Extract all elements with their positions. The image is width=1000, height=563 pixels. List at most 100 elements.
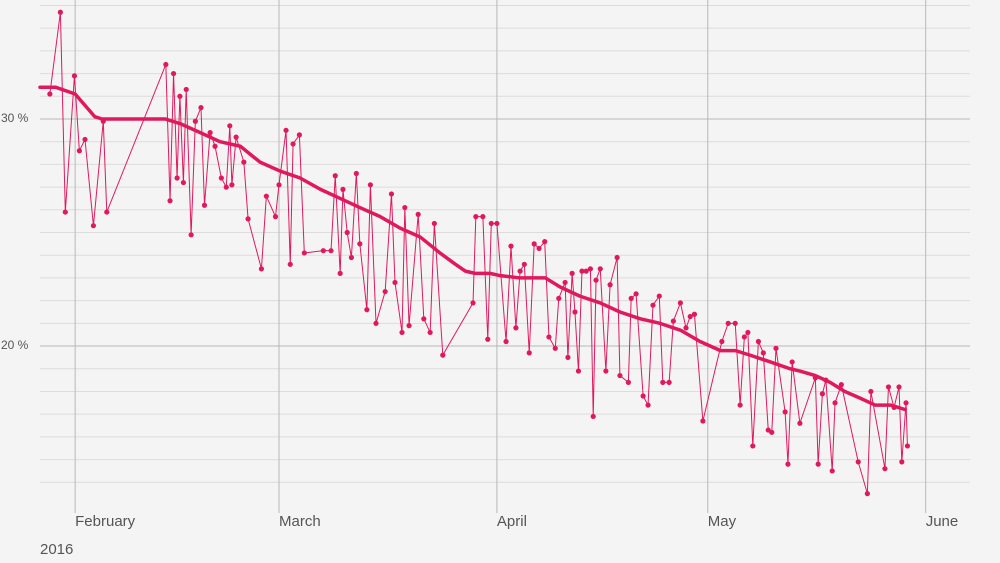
data-point <box>603 368 609 374</box>
data-point <box>276 182 282 188</box>
data-point <box>904 443 911 449</box>
data-point <box>645 402 651 408</box>
data-point <box>587 266 594 272</box>
data-point <box>864 491 870 497</box>
data-point <box>745 329 751 336</box>
data-point <box>819 391 825 397</box>
data-point <box>290 141 296 147</box>
data-point <box>364 307 370 313</box>
data-point <box>882 466 888 472</box>
data-point <box>332 173 338 179</box>
data-point <box>296 132 302 138</box>
data-point <box>660 379 666 385</box>
data-point <box>896 384 902 390</box>
data-point <box>382 288 388 295</box>
data-point <box>579 268 585 274</box>
data-point <box>868 388 874 395</box>
data-point <box>542 239 548 245</box>
data-point <box>546 334 552 340</box>
x-tick-label: February <box>75 513 136 530</box>
data-point <box>344 229 350 236</box>
data-line <box>38 85 908 412</box>
data-point <box>47 91 53 97</box>
data-point <box>556 295 562 301</box>
data-point <box>301 250 307 256</box>
data-point <box>782 409 788 415</box>
data-point <box>287 261 293 267</box>
data-point <box>177 93 183 99</box>
data-point <box>167 198 173 204</box>
data-point <box>683 325 689 331</box>
data-point <box>526 350 532 356</box>
data-point <box>700 418 706 424</box>
data-point <box>677 300 683 306</box>
data-point <box>750 443 756 449</box>
data-point <box>503 338 509 345</box>
data-line <box>49 11 908 495</box>
data-point <box>415 211 421 217</box>
data-point <box>57 9 63 15</box>
data-point <box>258 266 265 272</box>
data-point <box>485 336 491 342</box>
data-point <box>494 220 500 227</box>
data-point <box>283 127 289 133</box>
data-point <box>406 323 412 329</box>
data-point <box>569 270 575 276</box>
data-point <box>263 193 269 199</box>
data-point <box>229 182 235 188</box>
data-point <box>583 268 589 274</box>
data-point <box>218 175 224 181</box>
data-point <box>198 105 204 111</box>
data-point <box>899 459 905 465</box>
year-label: 2016 <box>40 541 73 558</box>
data-point <box>666 379 672 385</box>
data-point <box>241 159 247 165</box>
data-point <box>104 209 110 215</box>
data-point <box>82 136 88 143</box>
data-point <box>593 277 599 283</box>
data-point <box>427 329 433 336</box>
data-point <box>431 220 437 227</box>
data-point <box>760 350 766 356</box>
data-point <box>388 191 395 197</box>
data-point <box>90 223 97 229</box>
data-point <box>340 186 346 192</box>
data-point <box>192 118 198 124</box>
data-point <box>575 368 582 374</box>
data-point <box>440 352 446 358</box>
data-point <box>480 214 486 220</box>
data-point <box>789 359 795 365</box>
data-point <box>207 130 213 136</box>
data-point <box>71 73 78 79</box>
data-point <box>201 202 208 208</box>
data-point <box>903 400 909 406</box>
x-tick-label: May <box>708 513 737 530</box>
data-point <box>628 295 634 301</box>
data-point <box>508 243 514 249</box>
data-point <box>607 282 613 288</box>
data-point <box>399 329 405 336</box>
data-point <box>272 214 279 220</box>
data-point <box>392 279 398 286</box>
data-point <box>732 320 738 326</box>
data-point <box>531 241 537 247</box>
data-point <box>785 461 791 467</box>
data-point <box>552 345 558 351</box>
data-point <box>815 461 821 467</box>
x-tick-label: June <box>926 513 959 530</box>
data-point <box>76 148 82 154</box>
data-point <box>373 320 379 326</box>
data-point <box>614 254 620 261</box>
data-point <box>517 268 523 274</box>
data-point <box>357 241 363 247</box>
data-point <box>367 182 373 188</box>
data-point <box>421 316 427 322</box>
data-point <box>885 384 892 390</box>
data-point <box>725 320 731 326</box>
data-point <box>691 311 698 317</box>
data-point <box>670 318 676 324</box>
x-tick-label: March <box>279 513 321 530</box>
data-point <box>183 86 189 93</box>
